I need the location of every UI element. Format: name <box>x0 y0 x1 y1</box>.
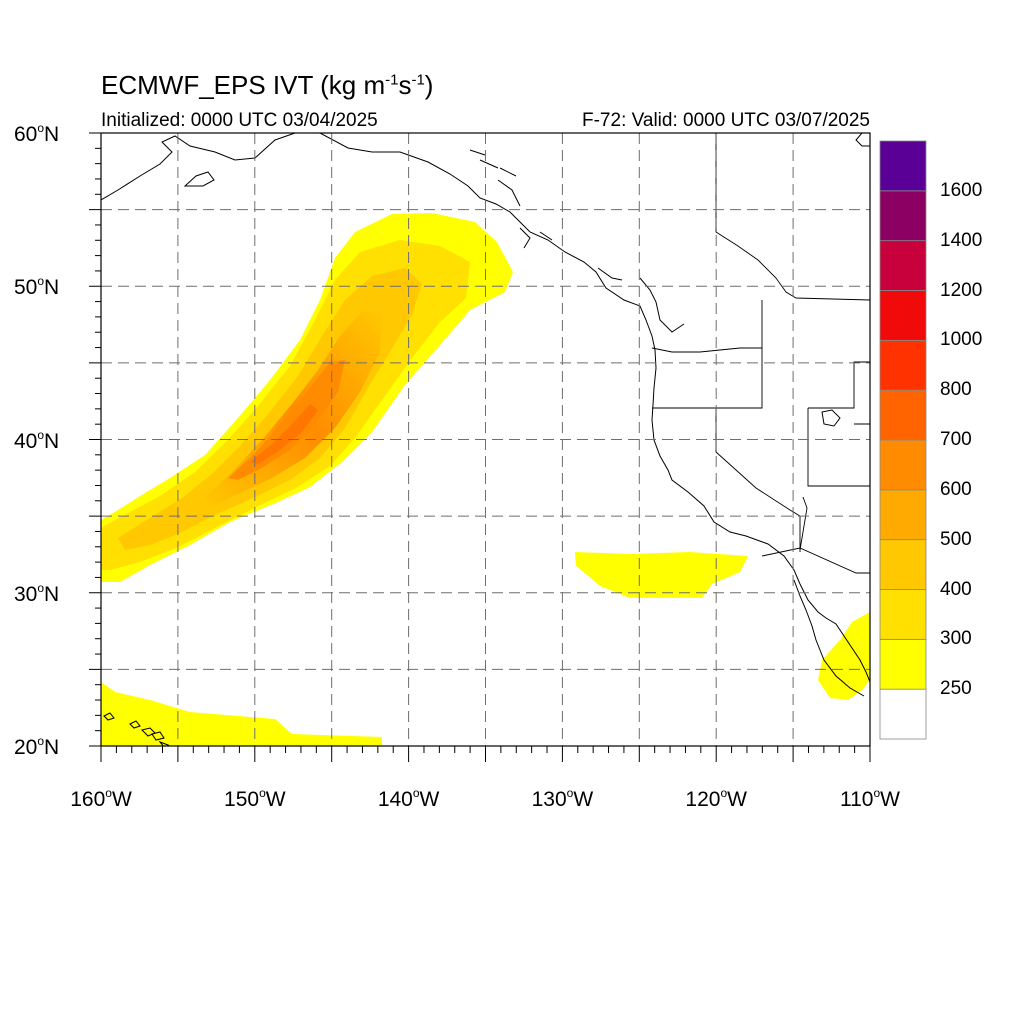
coastlines <box>101 133 870 697</box>
ivt-colorbar <box>879 140 927 740</box>
colorbar-swatch <box>879 688 927 740</box>
colorbar-swatch <box>879 140 927 192</box>
lat-label: 40oN <box>14 427 60 453</box>
colorbar-label: 400 <box>940 578 972 600</box>
lon-label: 150oW <box>224 786 286 811</box>
valid-time: F-72: Valid: 0000 UTC 03/07/2025 <box>582 110 870 131</box>
colorbar-swatch <box>879 638 927 690</box>
lat-label: 20oN <box>14 734 60 759</box>
lat-label: 50oN <box>14 274 60 300</box>
ivt-fill-700 <box>250 404 318 464</box>
colorbar-swatch <box>879 240 927 291</box>
lon-label: 160oW <box>70 786 132 811</box>
colorbar-label: 1200 <box>940 279 983 301</box>
colorbar-swatch <box>879 539 927 590</box>
lat-label: 30oN <box>14 580 60 606</box>
lon-label: 120oW <box>685 786 747 811</box>
colorbar-swatch <box>879 339 927 391</box>
axis-ticks <box>89 132 871 762</box>
colorbar-label: 800 <box>940 379 972 401</box>
colorbar-label: 1400 <box>940 229 983 251</box>
lon-label: 140oW <box>377 786 440 811</box>
colorbar-label: 500 <box>940 528 972 550</box>
colorbar-label: 1000 <box>940 329 983 351</box>
ivt-fill-600 <box>228 360 345 480</box>
colorbar-label: 700 <box>940 429 972 450</box>
graticule <box>101 133 870 746</box>
colorbar-swatch <box>879 489 927 541</box>
colorbar-swatch <box>879 439 927 491</box>
colorbar-label: 250 <box>940 678 972 700</box>
lon-label: 130oW <box>531 786 594 811</box>
colorbar-label: 600 <box>940 478 972 500</box>
hawaiian-islands <box>103 712 171 746</box>
chart-title: ECMWF_EPS IVT (kg m-1s-1) <box>101 70 434 100</box>
colorbar-label: 300 <box>940 628 972 650</box>
lon-label: 110oW <box>840 786 900 811</box>
colorbar-label: 1600 <box>940 179 983 201</box>
init-time: Initialized: 0000 UTC 03/04/2025 <box>101 110 378 131</box>
colorbar-swatch <box>879 190 927 242</box>
colorbar-swatch <box>879 290 927 341</box>
state-borders <box>651 133 870 574</box>
colorbar-swatch <box>879 589 927 640</box>
colorbar-swatch <box>879 389 927 441</box>
lat-label: 60oN <box>14 121 60 146</box>
